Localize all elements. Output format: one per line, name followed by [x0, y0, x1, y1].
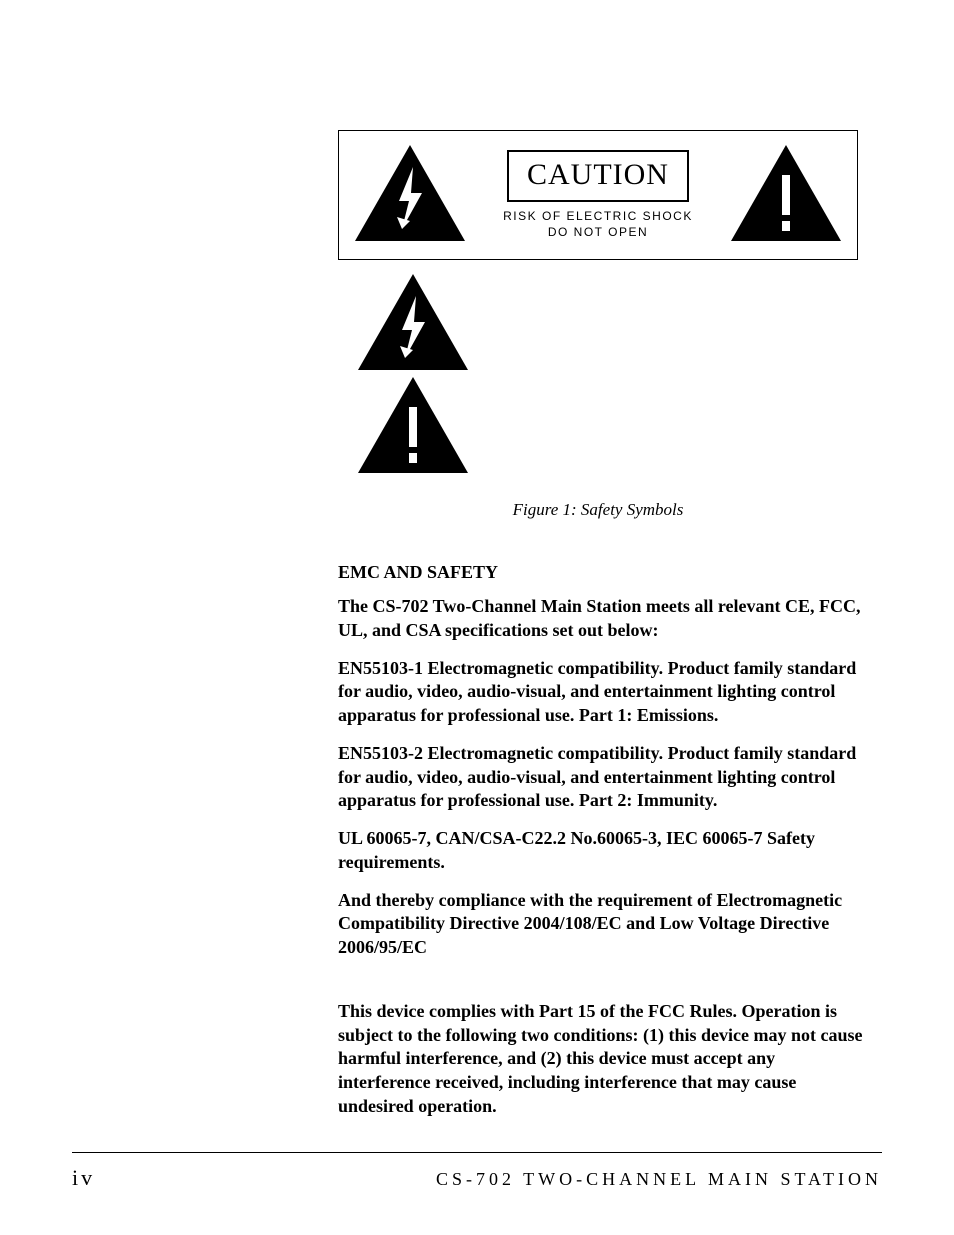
footer-rule [72, 1152, 882, 1153]
footer-title: CS-702 TWO-CHANNEL MAIN STATION [436, 1169, 882, 1190]
exclamation-triangle-icon [731, 145, 841, 246]
caution-subtitle-line2: DO NOT OPEN [548, 224, 648, 240]
lightning-triangle-icon [358, 274, 864, 375]
paragraph: And thereby compliance with the requirem… [338, 889, 864, 960]
paragraph: The CS-702 Two-Channel Main Station meet… [338, 595, 864, 643]
caution-panel: CAUTION RISK OF ELECTRIC SHOCK DO NOT OP… [338, 130, 858, 260]
exclamation-triangle-icon [358, 377, 864, 478]
caution-center: CAUTION RISK OF ELECTRIC SHOCK DO NOT OP… [503, 150, 693, 240]
paragraph: EN55103-2 Electromagnetic compatibility.… [338, 742, 864, 813]
paragraph: UL 60065-7, CAN/CSA-C22.2 No.60065-3, IE… [338, 827, 864, 875]
page-footer: iv CS-702 TWO-CHANNEL MAIN STATION [72, 1152, 882, 1191]
caution-title: CAUTION [527, 158, 669, 192]
figure-caption: Figure 1: Safety Symbols [338, 500, 858, 520]
page-number: iv [72, 1165, 95, 1191]
section-title: EMC AND SAFETY [338, 562, 864, 583]
page: CAUTION RISK OF ELECTRIC SHOCK DO NOT OP… [0, 0, 954, 1235]
footer-row: iv CS-702 TWO-CHANNEL MAIN STATION [72, 1165, 882, 1191]
paragraph: EN55103-1 Electromagnetic compatibility.… [338, 657, 864, 728]
lightning-triangle-icon [355, 145, 465, 246]
paragraph: This device complies with Part 15 of the… [338, 1000, 864, 1119]
caution-title-box: CAUTION [507, 150, 689, 202]
caution-subtitle-line1: RISK OF ELECTRIC SHOCK [503, 208, 693, 224]
